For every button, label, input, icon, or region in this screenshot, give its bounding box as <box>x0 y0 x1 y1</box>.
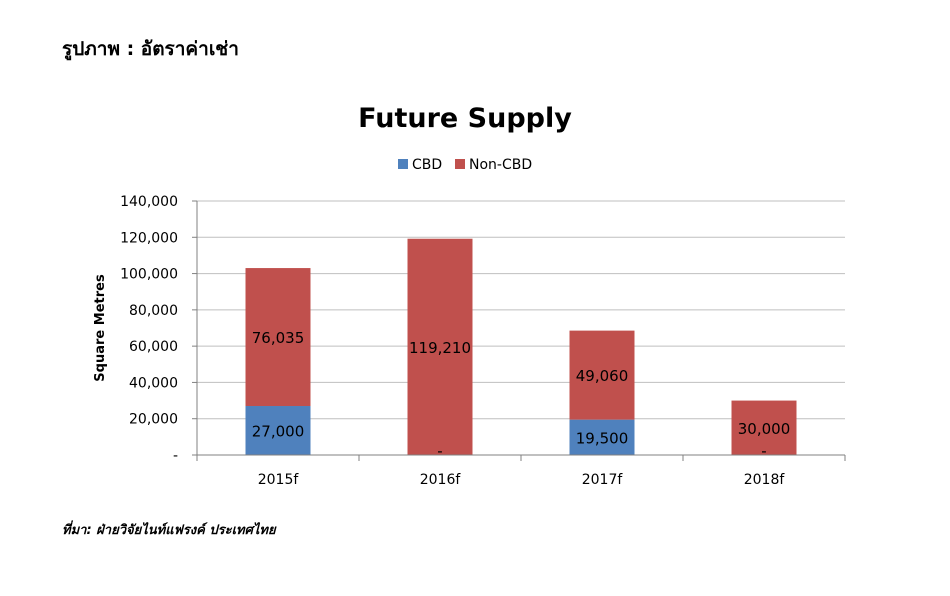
bar-non-cbd <box>245 268 311 407</box>
data-label: 30,000 <box>738 420 791 438</box>
data-label: 76,035 <box>252 329 305 347</box>
legend-label: CBD <box>412 157 442 173</box>
y-tick-label: - <box>173 448 178 464</box>
x-tick-label: 2017f <box>582 472 624 488</box>
data-label: 119,210 <box>409 339 471 357</box>
figure-caption: รูปภาพ : อัตราค่าเช่า <box>62 38 239 60</box>
y-tick-label: 80,000 <box>129 303 178 319</box>
x-tick-label: 2016f <box>420 472 462 488</box>
y-tick-label: 140,000 <box>120 194 178 210</box>
data-label: 49,060 <box>576 367 629 385</box>
data-label: 19,500 <box>576 429 629 447</box>
bar-cbd <box>569 419 635 455</box>
y-tick-label: 120,000 <box>120 230 178 246</box>
legend-label: Non-CBD <box>469 157 532 173</box>
y-tick-label: 60,000 <box>129 339 178 355</box>
source-note: ที่มา: ฝ่ายวิจัยไนท์แฟรงค์ ประเทศไทย <box>62 523 276 538</box>
y-tick-label: 20,000 <box>129 412 178 428</box>
y-axis-label: Square Metres <box>93 274 108 382</box>
x-tick-label: 2015f <box>258 472 300 488</box>
y-axis: - 20,000 40,000 60,000 80,000 100,000 120,000 1… <box>120 194 198 464</box>
chart-title: Future Supply <box>358 103 572 134</box>
y-tick-label: 40,000 <box>129 375 178 391</box>
y-tick-label: 100,000 <box>120 267 178 283</box>
bar-cbd <box>245 406 311 455</box>
zero-label: - <box>761 442 766 460</box>
bar-non-cbd <box>731 400 797 455</box>
bars: 27,000 76,035 119,210 - 19,500 49,060 30,000 - <box>245 238 797 460</box>
bar-non-cbd <box>569 330 635 420</box>
legend: CBD Non-CBD <box>398 157 532 173</box>
data-label: 27,000 <box>252 423 305 441</box>
bar-non-cbd <box>407 238 473 455</box>
legend-swatch <box>398 159 408 169</box>
x-axis: 2015f 2016f 2017f 2018f <box>196 454 846 488</box>
legend-swatch <box>455 159 465 169</box>
x-tick-label: 2018f <box>744 472 786 488</box>
zero-label: - <box>437 442 442 460</box>
